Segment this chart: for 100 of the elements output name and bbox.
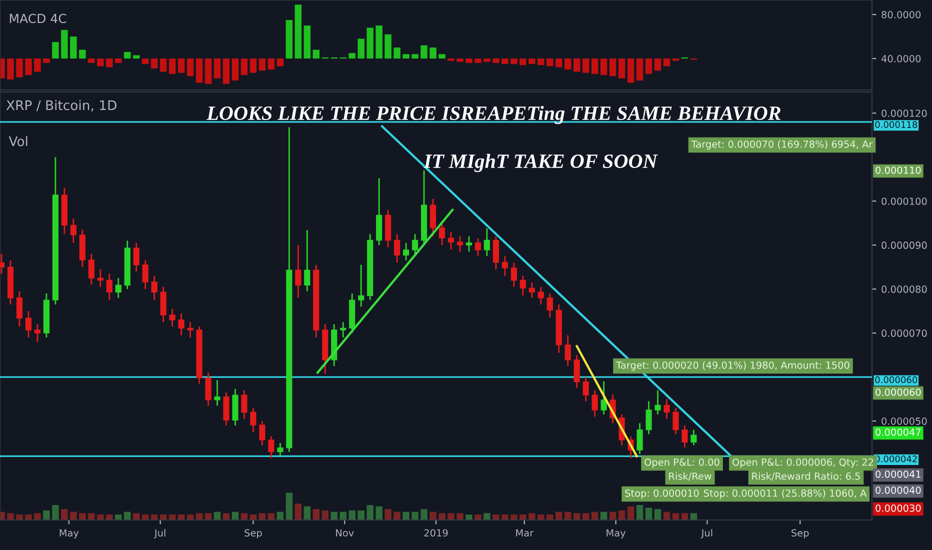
bar [258,513,266,520]
bar [16,58,23,78]
bar [312,50,320,59]
bar [582,58,590,73]
bar [276,58,284,66]
bar [43,510,50,520]
bar [681,513,688,520]
x-tick-label: Jul [700,529,712,538]
y-tick-label: 40.0000 [882,55,921,62]
bar [196,513,203,520]
bar [150,58,158,68]
bar [492,58,500,63]
candlestick [438,222,446,246]
bar [412,512,418,520]
annotation: Target: 0.000070 (169.78%) 6954, Ar [691,140,873,150]
bar [160,58,167,72]
bar [591,58,598,74]
bar [88,58,95,63]
candlestick [474,238,481,257]
text: 0.000110 [876,166,921,174]
candlestick [546,292,553,318]
candlestick [358,264,364,308]
bar [538,514,544,520]
x-tick-label: May [606,529,626,538]
bar [456,513,464,520]
bar [520,514,526,520]
bar [394,48,400,59]
bar [366,28,374,59]
bar [268,58,275,70]
bar [97,514,104,520]
candlestick [672,407,679,435]
bar [79,50,86,59]
text: 0.000060 [876,388,921,396]
candlestick [268,436,274,459]
candlestick [574,354,580,389]
bar [438,54,446,59]
bar [484,58,490,62]
bar [573,58,580,72]
candlestick [178,312,184,336]
y-tick-label: 0.000090 [882,242,927,249]
candlestick [456,236,464,252]
bar [502,58,508,64]
candlestick [250,407,256,433]
bar [43,58,50,63]
bar [97,58,104,66]
text: 0.000041 [876,470,920,478]
annotation: Stop: 0.000010 [625,489,699,499]
candlestick [169,308,176,328]
bar [636,58,644,81]
bar [466,514,472,520]
y-tick-label: 0.000050 [882,418,927,425]
bar [142,58,149,64]
bar [618,58,626,78]
bar [61,30,68,59]
text: IT MIghT TAKE OF SOON [424,154,658,172]
candlestick [646,400,652,435]
bar [645,508,652,520]
bar [358,38,364,59]
bar [178,58,185,73]
x-tick-label: May [60,529,79,538]
y-tick-label: 0.000080 [882,286,927,293]
candlestick [97,268,104,288]
bar [240,513,248,520]
bar [240,58,248,76]
bar [70,512,77,520]
candlestick [34,324,41,343]
bar [672,513,680,520]
candlestick [340,321,346,338]
candlestick [466,236,472,252]
bar [294,504,302,520]
candlestick [205,372,212,406]
bar [132,513,140,520]
candlestick [70,218,76,244]
text: 0.000040 [876,486,921,494]
candlestick [133,242,140,272]
bar [79,513,86,520]
bar [645,58,652,74]
candlestick [115,277,122,299]
bar [186,58,194,76]
bar [294,4,302,59]
candlestick [187,321,194,338]
candlestick [636,422,643,455]
bar [492,514,500,520]
candlestick [564,334,571,367]
candlestick [448,231,454,250]
candlestick [538,286,544,306]
candlestick [16,290,23,328]
bar [7,513,14,520]
candlestick [25,310,32,338]
bar [690,513,698,520]
bar [330,512,338,520]
bar [627,58,634,83]
candlestick [582,376,589,402]
bar [430,48,436,59]
bar [474,514,482,520]
bar [456,58,464,62]
bar [420,509,428,520]
candlestick [690,429,697,446]
bar [394,512,400,520]
candlestick [510,262,517,288]
